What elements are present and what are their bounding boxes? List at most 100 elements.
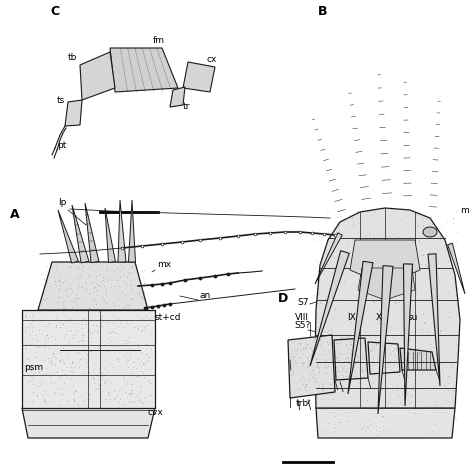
Point	[55, 278, 63, 285]
Point	[314, 361, 321, 368]
Point	[108, 328, 116, 335]
Point	[446, 361, 454, 369]
Point	[348, 221, 356, 228]
Point	[290, 362, 297, 369]
Point	[51, 341, 59, 349]
Point	[144, 378, 151, 386]
Point	[43, 331, 50, 338]
Point	[357, 224, 365, 231]
Point	[308, 359, 315, 366]
Point	[412, 245, 420, 252]
Point	[445, 234, 452, 242]
Point	[402, 329, 410, 337]
Point	[97, 371, 105, 378]
Point	[392, 342, 400, 349]
Point	[330, 408, 338, 416]
Point	[383, 298, 390, 306]
Point	[69, 383, 77, 390]
Point	[115, 399, 123, 406]
Point	[91, 386, 99, 394]
Point	[406, 233, 413, 240]
Point	[424, 328, 431, 336]
Polygon shape	[334, 338, 368, 380]
Point	[419, 310, 427, 318]
Point	[330, 223, 338, 231]
Point	[345, 359, 353, 366]
Point	[346, 211, 354, 219]
Point	[453, 228, 461, 236]
Point	[391, 352, 399, 360]
Point	[398, 215, 405, 222]
Point	[346, 340, 354, 347]
Point	[437, 232, 444, 240]
Point	[406, 394, 413, 402]
Point	[77, 320, 84, 328]
Point	[117, 396, 124, 403]
Point	[430, 333, 438, 341]
Point	[447, 330, 454, 337]
Point	[110, 324, 118, 332]
Point	[103, 318, 111, 326]
Point	[410, 380, 418, 387]
Point	[415, 349, 423, 356]
Point	[354, 345, 362, 353]
Point	[423, 214, 431, 221]
Point	[445, 380, 453, 387]
Point	[354, 351, 361, 359]
Point	[351, 317, 359, 324]
Point	[344, 345, 352, 352]
Point	[300, 362, 307, 369]
Point	[385, 264, 392, 271]
Point	[307, 351, 315, 359]
Point	[387, 349, 394, 356]
Point	[318, 385, 326, 392]
Point	[138, 267, 146, 274]
Point	[317, 351, 324, 359]
Point	[428, 230, 436, 237]
Point	[98, 316, 105, 323]
Point	[64, 292, 71, 300]
Point	[289, 367, 296, 375]
Point	[377, 377, 384, 384]
Point	[328, 390, 336, 397]
Point	[107, 337, 114, 345]
Point	[371, 358, 379, 365]
Point	[126, 269, 133, 277]
Point	[73, 295, 81, 302]
Point	[346, 368, 354, 376]
Point	[335, 368, 343, 375]
Point	[56, 358, 64, 366]
Point	[95, 272, 103, 279]
Point	[353, 340, 360, 347]
Point	[138, 327, 146, 334]
Point	[196, 236, 204, 244]
Point	[398, 390, 406, 397]
Point	[426, 243, 433, 250]
Point	[361, 335, 369, 342]
Point	[138, 315, 146, 322]
Point	[53, 298, 61, 306]
Point	[30, 362, 37, 370]
Point	[436, 327, 444, 334]
Point	[68, 334, 75, 341]
Point	[313, 257, 321, 264]
Point	[125, 344, 133, 352]
Point	[380, 348, 387, 356]
Point	[135, 360, 143, 367]
Point	[363, 358, 370, 366]
Point	[140, 323, 147, 331]
Point	[333, 339, 340, 347]
Point	[103, 264, 110, 272]
Point	[358, 300, 365, 308]
Point	[381, 278, 388, 285]
Point	[158, 280, 166, 288]
Point	[416, 351, 424, 358]
Point	[127, 317, 134, 324]
Point	[353, 339, 360, 346]
Point	[63, 352, 71, 359]
Point	[40, 275, 47, 283]
Text: A: A	[10, 208, 19, 221]
Point	[319, 383, 327, 390]
Point	[316, 363, 323, 370]
Point	[53, 262, 60, 270]
